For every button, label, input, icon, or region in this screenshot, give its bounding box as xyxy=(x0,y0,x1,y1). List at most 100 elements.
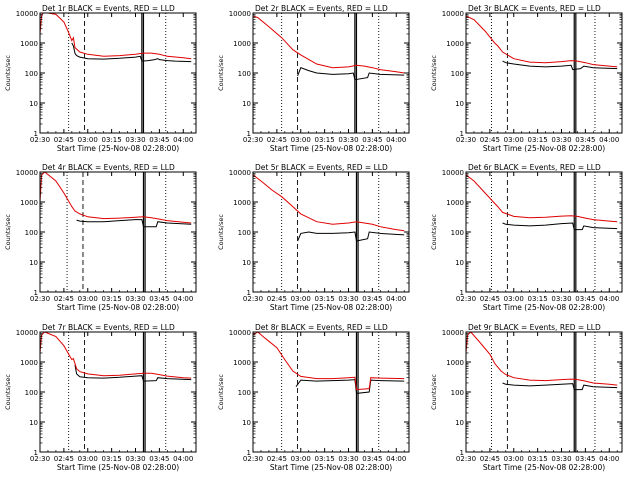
x-axis-label: Start Time (25-Nov-08 02:28:00) xyxy=(270,144,392,153)
chart-panel-8: Det 8r BLACK = Events, RED = LLD 1 10 100 10… xyxy=(217,323,410,472)
panel-title: Det 7r BLACK = Events, RED = LLD xyxy=(42,323,175,332)
y-tick-label: 10000 xyxy=(229,169,251,177)
x-tick-label: 03:00 xyxy=(291,455,311,463)
x-tick-label: 03:30 xyxy=(125,455,145,463)
x-tick-label: 02:30 xyxy=(30,136,50,144)
x-tick-label: 03:00 xyxy=(504,136,524,144)
y-axis-label: Counts/sec xyxy=(430,55,438,91)
x-tick-label: 03:00 xyxy=(78,455,98,463)
series-line-lld xyxy=(253,332,405,391)
chart-panel-9: Det 9r BLACK = Events, RED = LLD 1 10 100 10… xyxy=(430,323,623,472)
x-tick-label: 03:15 xyxy=(315,455,335,463)
series-line-lld xyxy=(466,15,618,68)
plot-frame xyxy=(252,171,410,293)
x-tick-label: 03:15 xyxy=(528,455,548,463)
x-tick-label: 03:30 xyxy=(338,455,358,463)
y-tick-label: 100 xyxy=(451,70,464,78)
y-tick-label: 1000 xyxy=(446,199,464,207)
x-tick-label: 03:00 xyxy=(291,295,311,303)
x-tick-label: 03:30 xyxy=(125,136,145,144)
y-tick-label: 1 xyxy=(247,289,251,297)
y-tick-label: 1000 xyxy=(233,199,251,207)
x-axis-label: Start Time (25-Nov-08 02:28:00) xyxy=(483,303,605,312)
series-line-lld xyxy=(253,174,405,232)
y-tick-label: 10 xyxy=(29,419,38,427)
y-tick-label: 100 xyxy=(25,70,38,78)
y-axis-label: Counts/sec xyxy=(430,374,438,410)
x-tick-label: 04:00 xyxy=(599,455,619,463)
panel-title: Det 3r BLACK = Events, RED = LLD xyxy=(468,4,601,13)
x-tick-label: 02:45 xyxy=(54,455,74,463)
y-tick-label: 1 xyxy=(247,130,251,138)
y-tick-label: 10 xyxy=(242,419,251,427)
y-tick-label: 1 xyxy=(34,289,38,297)
x-tick-label: 03:45 xyxy=(362,295,382,303)
y-tick-label: 10000 xyxy=(16,169,38,177)
chart-panel-2: Det 2r BLACK = Events, RED = LLD 1 10 100 10… xyxy=(217,4,410,153)
y-tick-label: 1 xyxy=(460,289,464,297)
y-tick-label: 1 xyxy=(34,130,38,138)
y-tick-label: 10 xyxy=(242,259,251,267)
y-tick-label: 100 xyxy=(25,389,38,397)
y-tick-label: 100 xyxy=(451,389,464,397)
chart-panel-1: Det 1r BLACK = Events, RED = LLD 1 10 100 10… xyxy=(4,4,197,153)
y-axis-label: Counts/sec xyxy=(217,55,225,91)
x-tick-label: 02:45 xyxy=(54,295,74,303)
x-tick-label: 03:30 xyxy=(125,295,145,303)
x-tick-label: 03:00 xyxy=(504,455,524,463)
x-tick-label: 03:00 xyxy=(291,136,311,144)
y-tick-label: 1 xyxy=(460,449,464,457)
x-tick-label: 03:15 xyxy=(102,455,122,463)
y-axis-label: Counts/sec xyxy=(430,214,438,250)
y-tick-label: 100 xyxy=(25,229,38,237)
x-tick-label: 02:30 xyxy=(456,455,476,463)
y-tick-label: 10000 xyxy=(16,10,38,18)
x-tick-label: 02:30 xyxy=(243,295,263,303)
x-tick-label: 02:30 xyxy=(456,136,476,144)
x-tick-label: 04:00 xyxy=(599,136,619,144)
x-axis-label: Start Time (25-Nov-08 02:28:00) xyxy=(57,463,179,472)
x-tick-label: 04:00 xyxy=(386,295,406,303)
x-axis-label: Start Time (25-Nov-08 02:28:00) xyxy=(483,463,605,472)
x-tick-label: 03:30 xyxy=(551,136,571,144)
x-tick-label: 03:00 xyxy=(78,136,98,144)
series-line-lld xyxy=(253,15,405,74)
y-tick-label: 100 xyxy=(451,229,464,237)
y-tick-label: 1 xyxy=(247,449,251,457)
series-line-events xyxy=(502,382,618,391)
x-tick-label: 03:00 xyxy=(78,295,98,303)
x-tick-label: 03:30 xyxy=(551,455,571,463)
x-tick-label: 02:30 xyxy=(243,455,263,463)
y-tick-label: 10 xyxy=(242,100,251,108)
chart-panel-3: Det 3r BLACK = Events, RED = LLD 1 10 100 10… xyxy=(430,4,623,153)
y-tick-label: 100 xyxy=(238,389,251,397)
series-line-events xyxy=(295,379,405,394)
x-tick-label: 02:30 xyxy=(30,455,50,463)
plot-frame xyxy=(39,331,197,453)
x-tick-label: 03:45 xyxy=(149,455,169,463)
x-tick-label: 03:45 xyxy=(575,136,595,144)
x-tick-label: 04:00 xyxy=(386,136,406,144)
series-line-events xyxy=(297,67,405,81)
y-tick-label: 1 xyxy=(34,449,38,457)
panel-title: Det 6r BLACK = Events, RED = LLD xyxy=(468,163,601,172)
panel-title: Det 4r BLACK = Events, RED = LLD xyxy=(42,163,175,172)
series-line-lld xyxy=(40,332,192,379)
chart-panel-7: Det 7r BLACK = Events, RED = LLD 1 10 100 10… xyxy=(4,323,197,472)
x-tick-label: 03:00 xyxy=(504,295,524,303)
series-line-lld xyxy=(466,332,618,386)
x-tick-label: 03:15 xyxy=(528,295,548,303)
plot-frame xyxy=(39,12,197,134)
series-line-events xyxy=(71,42,192,63)
x-tick-label: 03:45 xyxy=(362,136,382,144)
x-tick-label: 03:45 xyxy=(575,455,595,463)
y-tick-label: 1000 xyxy=(233,359,251,367)
x-tick-label: 02:45 xyxy=(480,136,500,144)
series-line-events xyxy=(76,219,192,228)
series-line-lld xyxy=(466,174,618,223)
x-tick-label: 04:00 xyxy=(173,295,193,303)
x-tick-label: 02:30 xyxy=(243,136,263,144)
y-tick-label: 1000 xyxy=(446,40,464,48)
x-tick-label: 04:00 xyxy=(599,295,619,303)
